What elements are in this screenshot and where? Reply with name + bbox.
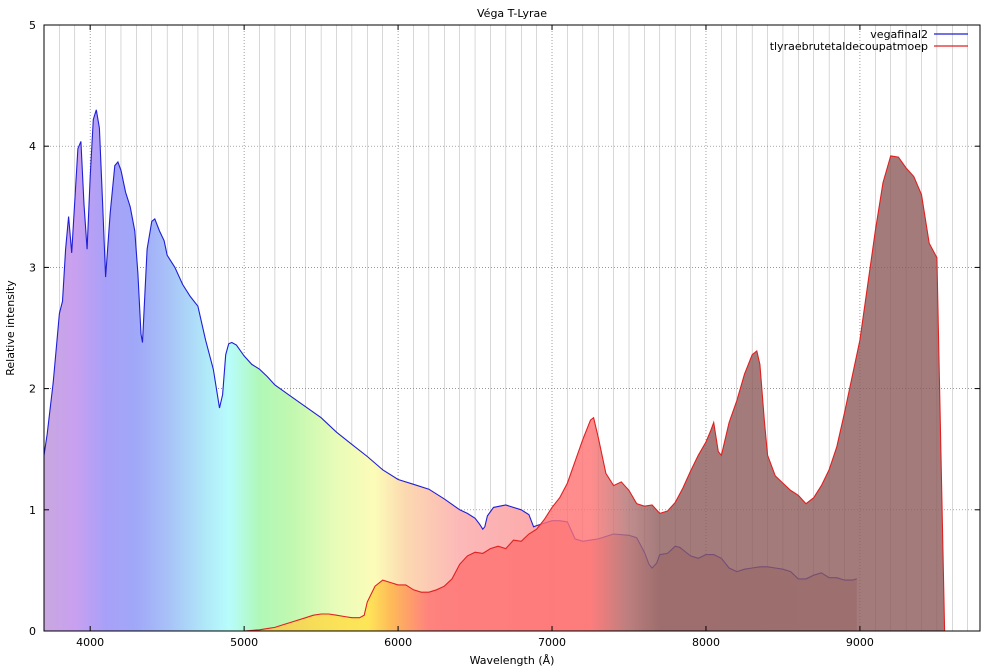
y-tick-label: 3: [29, 261, 36, 274]
y-tick-label: 4: [29, 140, 36, 153]
legend-label: vegafinal2: [870, 28, 928, 41]
axis-ticks: 4000 5000 6000 7000 8000 9000 0 1 2 3 4 5: [29, 19, 980, 649]
y-tick-label: 5: [29, 19, 36, 32]
series-line-tlyrae_brut_etal_decoup_atmo_ep: [213, 155, 979, 631]
series-layer: [44, 109, 979, 631]
legend-entry: vegafinal2: [870, 28, 968, 41]
y-tick-label: 0: [29, 625, 36, 638]
y-tick-label: 1: [29, 504, 36, 517]
series-area-vega_final2: [44, 109, 857, 631]
x-tick-label: 5000: [230, 636, 258, 649]
chart-title: Véga T-Lyrae: [477, 7, 547, 20]
x-tick-label: 6000: [384, 636, 412, 649]
y-tick-label: 2: [29, 383, 36, 396]
x-tick-label: 9000: [846, 636, 874, 649]
x-tick-label: 8000: [692, 636, 720, 649]
plot-frame: [43, 24, 981, 632]
legend-label: tlyraebrutetaldecoupatmoep: [770, 40, 928, 53]
series-area-tlyrae_brut_etal_decoup_atmo_ep: [213, 155, 979, 631]
y-axis-title: Relative intensity: [4, 280, 17, 376]
x-tick-label: 4000: [76, 636, 104, 649]
legend-entry: tlyraebrutetaldecoupatmoep: [770, 40, 968, 53]
x-axis-title: Wavelength (Å): [470, 654, 555, 667]
x-tick-label: 7000: [538, 636, 566, 649]
